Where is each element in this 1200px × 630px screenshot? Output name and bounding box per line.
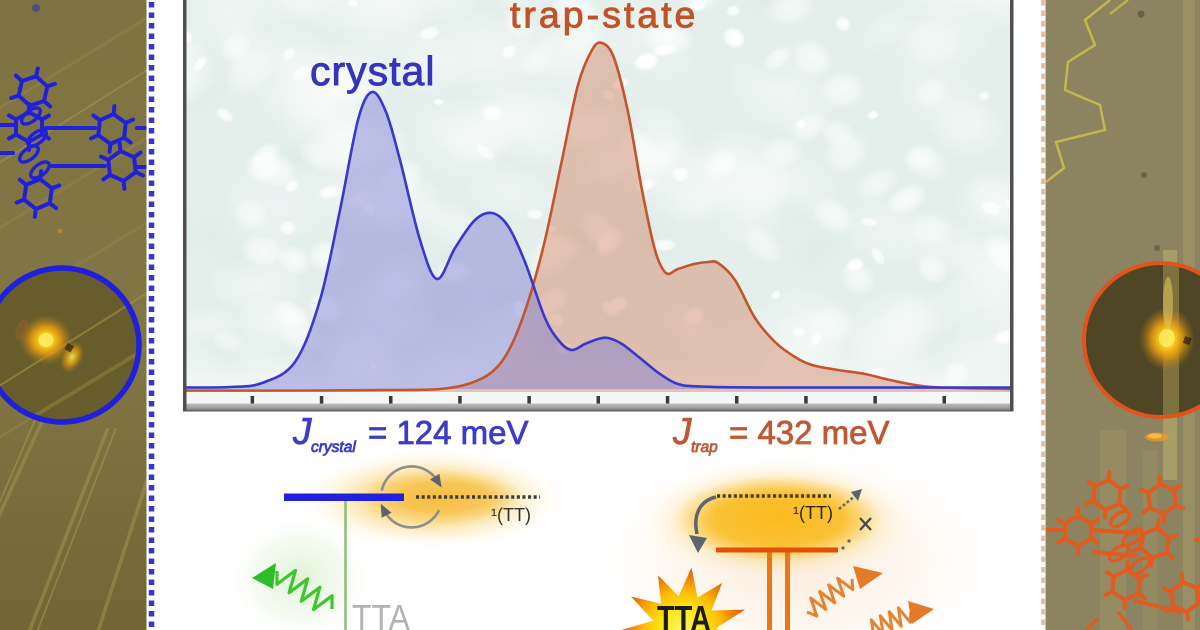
svg-text:¹(TT): ¹(TT) xyxy=(793,503,833,523)
svg-text:J: J xyxy=(292,411,312,452)
svg-text:TTA: TTA xyxy=(352,597,410,630)
svg-text:crystal: crystal xyxy=(310,48,435,94)
svg-text:TTA: TTA xyxy=(657,598,711,630)
svg-text:= 124 meV: = 124 meV xyxy=(368,414,529,451)
svg-text:crystal: crystal xyxy=(311,439,356,456)
svg-text:trap-state: trap-state xyxy=(510,0,698,36)
svg-text:¹(TT): ¹(TT) xyxy=(491,505,531,525)
svg-text:J: J xyxy=(672,411,692,452)
